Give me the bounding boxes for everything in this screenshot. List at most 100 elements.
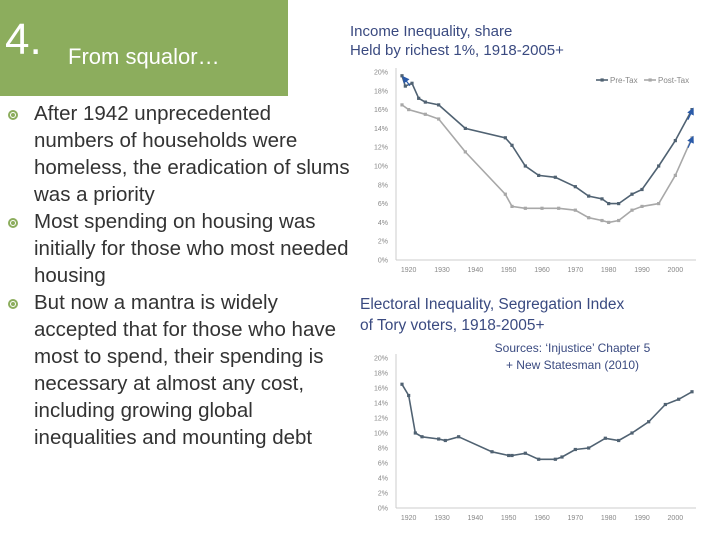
electoral-y-tick-label: 20% xyxy=(374,356,388,363)
income-x-tick-label: 1930 xyxy=(434,267,450,274)
income-series-pre-tax-point xyxy=(463,126,467,130)
income-y-tick-label: 12% xyxy=(374,145,388,152)
electoral-chart-title-line1: Electoral Inequality, Segregation Index xyxy=(360,296,625,313)
income-y-tick-label: 6% xyxy=(378,201,388,208)
income-series-post-tax-line xyxy=(401,104,693,224)
electoral-x-tick-label: 1930 xyxy=(434,515,450,522)
income-x-tick-label: 1920 xyxy=(401,267,417,274)
income-x-tick-label: 1950 xyxy=(501,267,517,274)
income-series-post-tax-point xyxy=(463,150,467,154)
income-series-pre-tax-point xyxy=(600,197,604,201)
income-series-pre-tax-point xyxy=(403,84,407,88)
income-series-pre-tax-point xyxy=(657,164,661,168)
electoral-x-tick-label: 1980 xyxy=(601,515,617,522)
bullet-item: But now a mantra is widely accepted that… xyxy=(0,289,350,451)
income-series-post-tax-point xyxy=(587,216,591,220)
income-series-post-tax-point xyxy=(400,103,404,107)
income-y-tick-label: 4% xyxy=(378,220,388,227)
electoral-y-tick-label: 6% xyxy=(378,461,388,468)
electoral-x-tick-label: 1950 xyxy=(501,515,517,522)
electoral-y-tick-label: 2% xyxy=(378,491,388,498)
bullet-text: But now a mantra is widely accepted that… xyxy=(34,291,337,449)
income-series-post-tax-point xyxy=(557,206,561,210)
income-series-post-tax-point xyxy=(630,208,634,212)
electoral-series-0-point xyxy=(537,457,541,461)
income-y-tick-label: 0% xyxy=(378,258,388,265)
income-series-post-tax-point xyxy=(423,112,427,116)
income-y-tick-label: 16% xyxy=(374,107,388,114)
electoral-chart: 0% 2% 4% 6% 8% 10% 12% 14% 16% 18% 20% 1920 1930 1940… xyxy=(374,354,696,522)
income-series-pre-tax-point xyxy=(607,202,611,206)
electoral-x-tick-label: 1960 xyxy=(534,515,550,522)
income-series-pre-tax-point xyxy=(537,173,541,177)
income-series-post-tax-point xyxy=(523,206,527,210)
electoral-series-0-point xyxy=(443,438,447,443)
electoral-series-0-point xyxy=(510,453,514,458)
income-x-tick-label: 1970 xyxy=(568,267,584,274)
electoral-series-0-point xyxy=(617,438,621,443)
income-series-pre-tax-point xyxy=(437,103,441,107)
electoral-series-0-point xyxy=(603,436,607,440)
income-x-tick-label: 1980 xyxy=(601,267,617,274)
electoral-series-0-point xyxy=(523,451,527,455)
income-x-tick-label: 1940 xyxy=(468,267,484,274)
income-series-pre-tax-point xyxy=(573,185,577,189)
income-trend-arrow-start xyxy=(402,75,411,87)
income-series-pre-tax-point xyxy=(410,81,414,85)
electoral-chart-title: Electoral Inequality, Segregation Index … xyxy=(360,294,624,336)
electoral-x-tick-label: 1990 xyxy=(634,515,650,522)
electoral-series-0-point xyxy=(400,382,404,386)
income-y-tick-label: 18% xyxy=(374,88,388,95)
income-trend-arrow-end-post xyxy=(687,135,694,149)
income-legend-post-tax-swatch-marker xyxy=(648,78,652,82)
electoral-x-tick-label: 2000 xyxy=(668,515,684,522)
electoral-series-0-point xyxy=(413,431,417,435)
income-series-pre-tax-point xyxy=(587,194,591,198)
slide-title-box: 4. From squalor… xyxy=(0,0,288,96)
electoral-y-tick-label: 14% xyxy=(374,401,388,408)
electoral-x-tick-label: 1970 xyxy=(568,515,584,522)
income-series-post-tax-point xyxy=(657,202,661,206)
income-series-post-tax-point xyxy=(437,117,441,121)
income-series-post-tax-point xyxy=(607,220,611,224)
income-y-tick-label: 2% xyxy=(378,239,388,246)
income-legend-post-tax-label: Post-Tax xyxy=(658,76,689,85)
electoral-x-tick-label: 1940 xyxy=(468,515,484,522)
slide-number: 4. xyxy=(5,15,42,64)
bullet-circle-icon xyxy=(8,218,18,228)
electoral-y-tick-label: 10% xyxy=(374,431,388,438)
income-series-post-tax-point xyxy=(407,108,411,112)
bullet-item: After 1942 unprecedented numbers of hous… xyxy=(0,100,350,208)
income-series-pre-tax-point xyxy=(400,74,404,78)
bullet-circle-icon xyxy=(8,299,18,309)
electoral-series-0-point xyxy=(663,402,667,407)
electoral-series-0-point xyxy=(587,446,591,450)
electoral-chart-title-line2: of Tory voters, 1918-2005+ xyxy=(360,317,545,334)
electoral-series-0-point xyxy=(690,390,694,394)
income-series-post-tax-point xyxy=(673,173,677,177)
bullet-text: After 1942 unprecedented numbers of hous… xyxy=(34,102,350,206)
income-series-pre-tax-line xyxy=(401,75,693,205)
electoral-series-0-point xyxy=(647,420,651,424)
electoral-series-0-point xyxy=(553,457,557,461)
bullet-list: After 1942 unprecedented numbers of hous… xyxy=(0,100,350,451)
income-series-post-tax-point xyxy=(540,206,544,210)
income-series-pre-tax-point xyxy=(617,202,621,206)
electoral-series-0-point xyxy=(457,435,461,439)
income-legend-pre-tax-swatch-marker xyxy=(600,78,604,82)
income-series-pre-tax-point xyxy=(673,139,677,143)
income-y-tick-label: 8% xyxy=(378,182,388,189)
electoral-y-tick-label: 12% xyxy=(374,416,388,423)
electoral-y-tick-label: 16% xyxy=(374,386,388,393)
sources-note: Sources: ‘Injustice’ Chapter 5 + New Sta… xyxy=(440,340,705,374)
electoral-x-tick-label: 1920 xyxy=(401,515,417,522)
electoral-series-0-point xyxy=(420,435,424,439)
income-series-pre-tax-point xyxy=(553,175,557,179)
electoral-series-0-point xyxy=(407,393,411,398)
income-x-tick-label: 1990 xyxy=(634,267,650,274)
income-series-post-tax-point xyxy=(640,204,644,209)
income-series-post-tax-point xyxy=(573,208,577,212)
income-chart-title: Income Inequality, share Held by richest… xyxy=(350,22,564,60)
bullet-circle-icon xyxy=(8,110,18,120)
bullet-item: Most spending on housing was initially f… xyxy=(0,208,350,289)
